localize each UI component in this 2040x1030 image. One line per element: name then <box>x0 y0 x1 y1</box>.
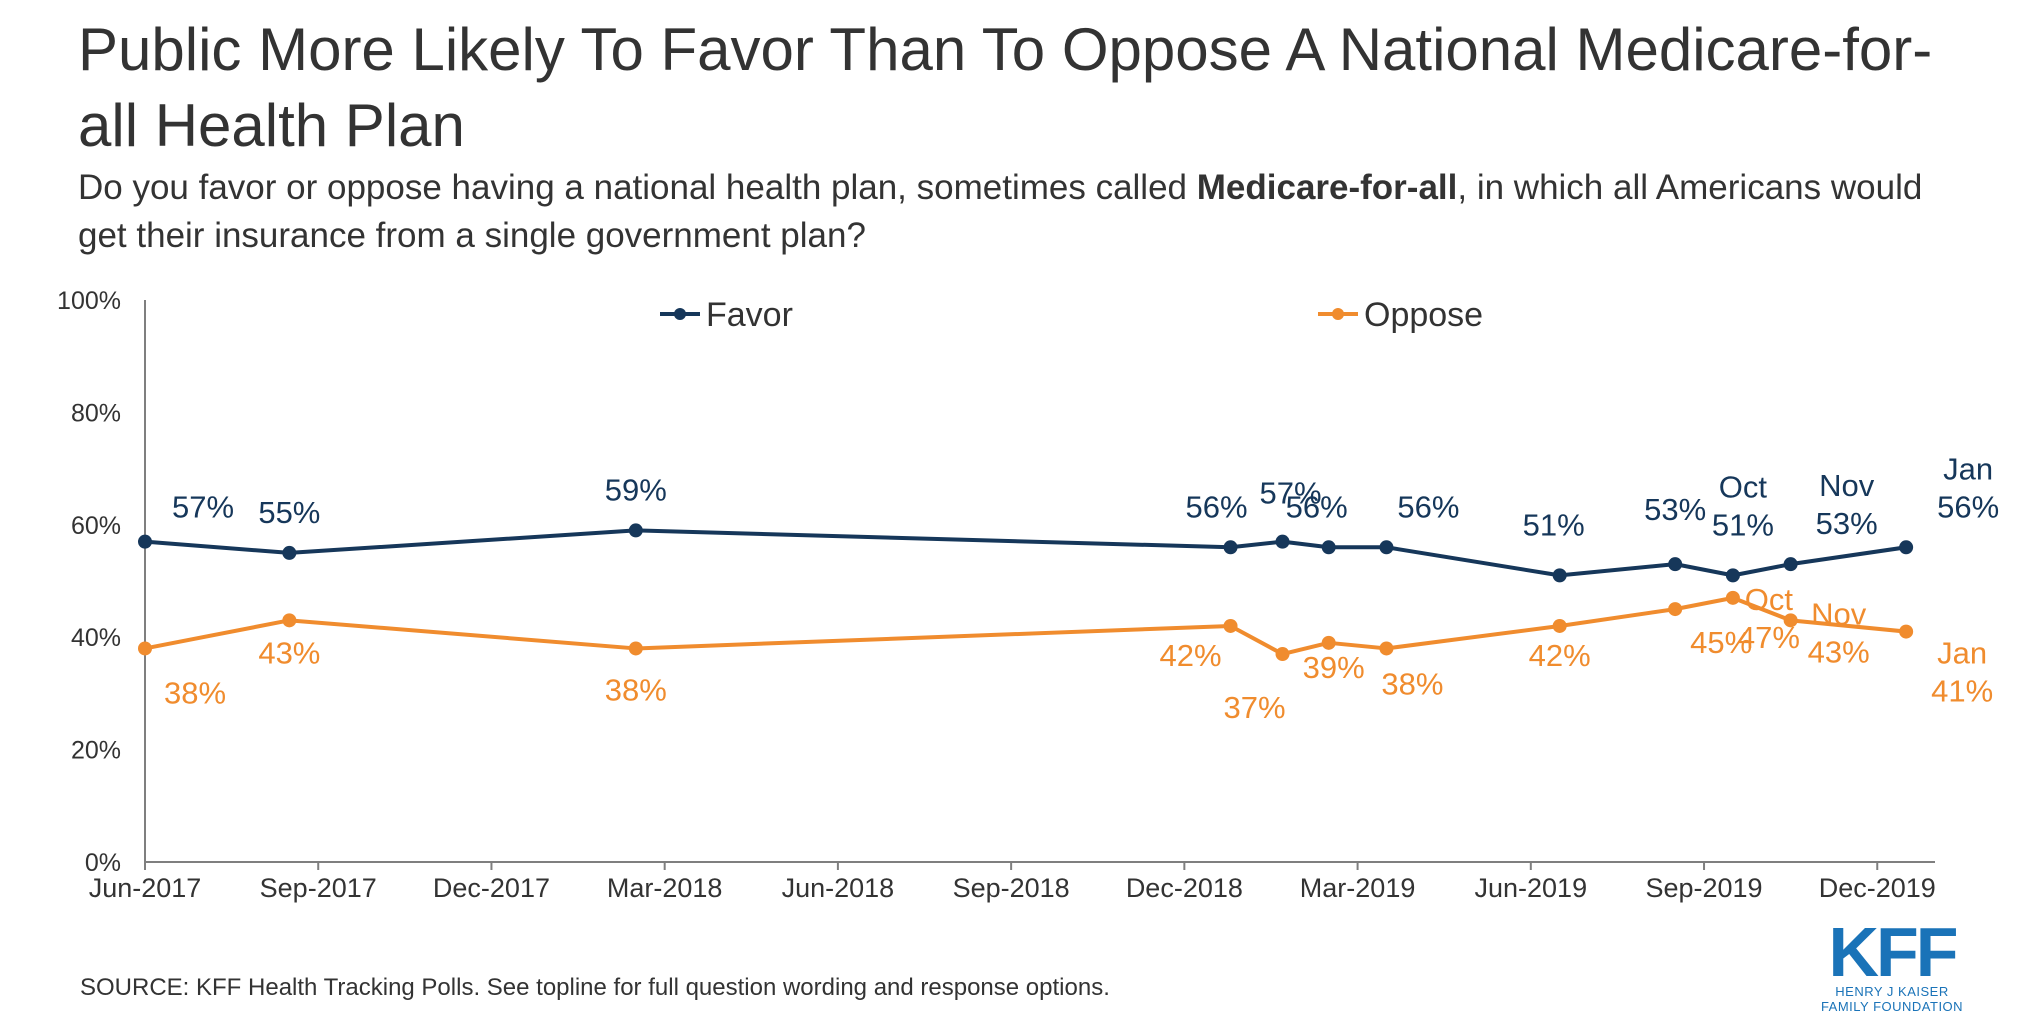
favor-data-label: 56% <box>1397 489 1459 524</box>
subtitle-bold-term: Medicare-for-all <box>1196 168 1458 207</box>
x-tick-label: Dec-2019 <box>1819 873 1936 903</box>
oppose-data-label: 42% <box>1160 638 1222 673</box>
favor-data-label: 55% <box>258 495 320 530</box>
favor-month-label: Nov <box>1819 468 1875 503</box>
y-tick-label: 80% <box>71 399 121 427</box>
favor-data-label: 53% <box>1816 506 1878 541</box>
favor-data-point <box>1668 557 1683 572</box>
oppose-data-label: 41% <box>1931 674 1993 709</box>
legend-marker-oppose <box>1332 308 1344 320</box>
oppose-data-point <box>1321 635 1336 650</box>
favor-data-point <box>1321 540 1336 555</box>
oppose-data-label: 38% <box>1381 666 1443 701</box>
favor-data-label: 53% <box>1644 492 1706 527</box>
chart-title: Public More Likely To Favor Than To Oppo… <box>78 16 1933 159</box>
y-tick-label: 0% <box>85 849 121 877</box>
oppose-series-line <box>144 595 1907 657</box>
chart-subtitle: Do you favor or oppose having a national… <box>78 164 1978 260</box>
oppose-data-point <box>1899 624 1914 639</box>
favor-month-label: Oct <box>1719 469 1768 504</box>
favor-series-line <box>144 528 1907 578</box>
x-tick-label: Jun-2018 <box>782 873 895 903</box>
oppose-data-point <box>282 613 297 628</box>
favor-data-label: 57% <box>172 490 234 525</box>
favor-month-label: Jan <box>1943 451 1993 486</box>
legend-label-favor: Favor <box>706 296 793 334</box>
logo-line-1: HENRY J KAISER <box>1835 984 1949 999</box>
oppose-data-label: 38% <box>164 675 226 710</box>
favor-data-label: 51% <box>1712 507 1774 542</box>
oppose-month-label: Nov <box>1811 596 1867 631</box>
x-tick-label: Sep-2019 <box>1645 873 1762 903</box>
favor-data-point <box>1899 540 1914 555</box>
source-note: SOURCE: KFF Health Tracking Polls. See t… <box>80 974 1110 1001</box>
favor-data-point <box>1552 568 1567 583</box>
favor-data-label: 51% <box>1523 507 1585 542</box>
favor-data-point <box>1725 568 1740 583</box>
oppose-data-point <box>1379 641 1394 656</box>
x-tick-label: Dec-2017 <box>433 873 550 903</box>
oppose-data-label: 43% <box>258 635 320 670</box>
subtitle-text-end: , in which all Americans would get their… <box>78 168 1923 255</box>
x-tick-label: Jun-2019 <box>1475 873 1588 903</box>
favor-data-point <box>138 534 152 549</box>
favor-data-point <box>1275 534 1290 549</box>
favor-data-label: 56% <box>1937 489 1999 524</box>
line-chart: 0% 20% 40% 60% 80% 100% Jun-2017 Sep-2017 Dec-20… <box>57 287 1999 903</box>
x-tick-label: Mar-2019 <box>1300 873 1416 903</box>
favor-data-point <box>1223 540 1238 555</box>
oppose-data-label: 37% <box>1223 690 1285 725</box>
favor-data-label: 57% <box>1259 476 1321 511</box>
kff-logo: KFF HENRY J KAISER FAMILY FOUNDATION <box>1817 913 1967 1014</box>
y-tick-label: 60% <box>71 512 121 540</box>
oppose-data-label: 38% <box>605 672 667 707</box>
oppose-data-label: 45% <box>1690 625 1752 660</box>
x-tick-label: Sep-2018 <box>953 873 1070 903</box>
x-tick-label: Dec-2018 <box>1126 873 1243 903</box>
oppose-data-point <box>1223 618 1238 633</box>
favor-data-label: 59% <box>605 472 667 507</box>
oppose-data-point <box>1725 590 1740 605</box>
favor-data-label: 56% <box>1286 489 1348 524</box>
x-tick-label: Mar-2018 <box>607 873 723 903</box>
logo-mark: KFF <box>1828 913 1958 991</box>
legend-marker-favor <box>674 308 686 320</box>
favor-data-label: 56% <box>1186 489 1248 524</box>
y-tick-label: 20% <box>71 737 121 765</box>
favor-data-point <box>1783 557 1798 572</box>
subtitle-text-start: Do you favor or oppose having a national… <box>78 168 1197 207</box>
oppose-data-label: 43% <box>1808 634 1870 669</box>
y-tick-label: 100% <box>57 287 121 315</box>
legend-label-oppose: Oppose <box>1364 296 1483 334</box>
favor-data-point <box>1379 540 1394 555</box>
oppose-month-label: Oct <box>1745 582 1794 617</box>
y-tick-label: 40% <box>71 624 121 652</box>
favor-data-point <box>628 523 643 538</box>
x-tick-label: Jun-2017 <box>89 873 202 903</box>
oppose-data-point <box>138 641 152 656</box>
oppose-data-point <box>628 641 643 656</box>
favor-data-point <box>282 545 297 560</box>
oppose-data-point <box>1668 602 1683 617</box>
oppose-data-point <box>1552 618 1567 633</box>
logo-line-2: FAMILY FOUNDATION <box>1820 999 1964 1014</box>
oppose-month-label: Jan <box>1937 636 1987 671</box>
x-tick-label: Sep-2017 <box>260 873 377 903</box>
oppose-data-label: 39% <box>1303 650 1365 685</box>
oppose-data-point <box>1783 613 1798 628</box>
oppose-data-point <box>1275 647 1290 662</box>
oppose-data-label: 42% <box>1529 638 1591 673</box>
